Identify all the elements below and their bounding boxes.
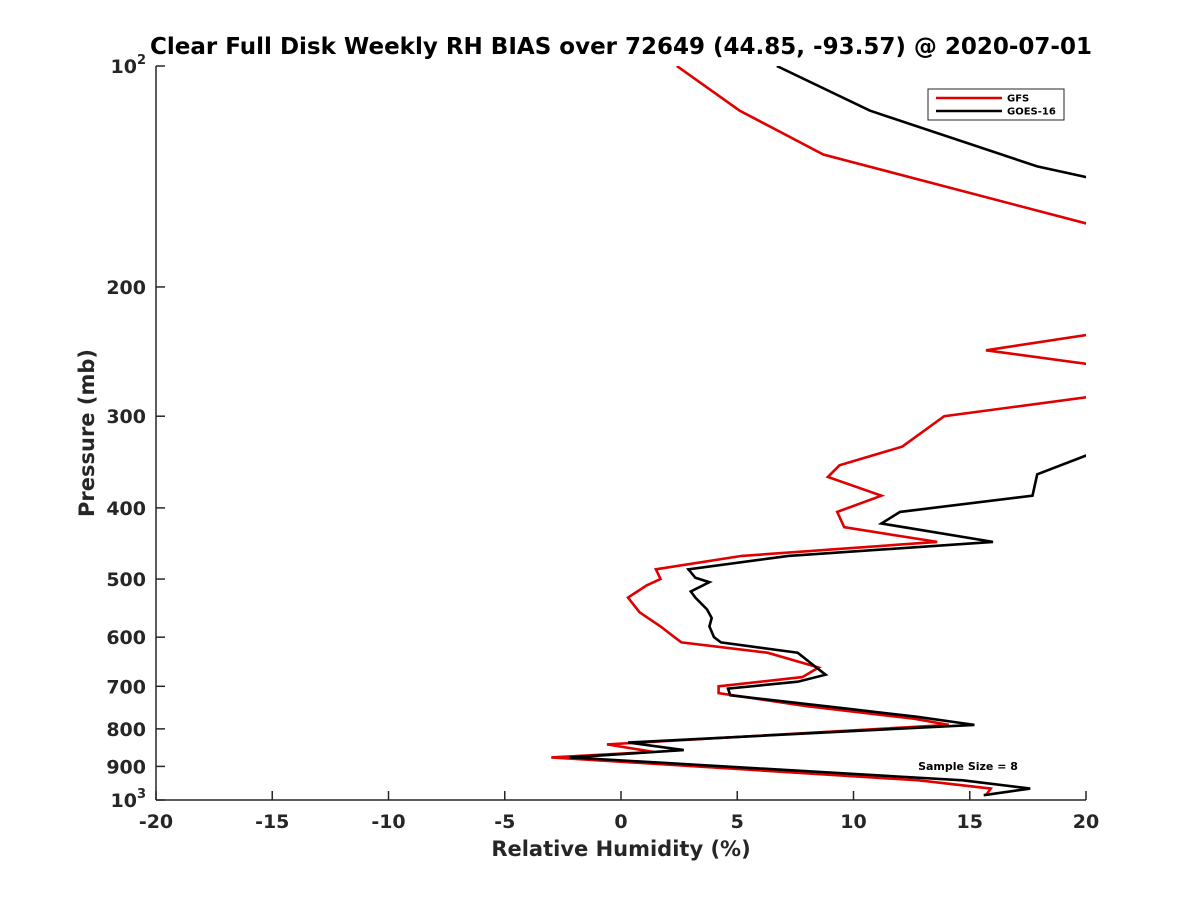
legend-label-gfs: GFS	[1007, 94, 1029, 105]
y-tick-label-exponent: 2	[137, 53, 146, 68]
y-tick-label: 200	[106, 277, 146, 299]
x-tick-label: -20	[139, 811, 173, 833]
y-tick-label: 300	[106, 406, 146, 428]
x-tick-label: 15	[957, 811, 983, 833]
y-tick-label: 400	[106, 498, 146, 520]
y-tick-label: 500	[106, 569, 146, 591]
x-tick-label: 10	[840, 811, 866, 833]
series-line-gfs	[985, 333, 1086, 366]
y-tick-label: 700	[106, 676, 146, 698]
plot-area	[156, 66, 1086, 800]
x-tick-label: 20	[1073, 811, 1099, 833]
sample-size-annotation: Sample Size = 8	[918, 760, 1018, 773]
x-tick-label: -5	[494, 811, 515, 833]
y-tick-label: 800	[106, 719, 146, 741]
x-tick-label: -15	[255, 811, 289, 833]
y-tick-label: 103	[111, 787, 147, 812]
legend-label-goes16: GOES-16	[1007, 107, 1056, 118]
x-axis-label: Relative Humidity (%)	[491, 837, 750, 861]
y-tick-label: 102	[111, 53, 147, 78]
y-tick-label-base: 10	[111, 790, 137, 812]
y-tick-label-base: 200	[106, 277, 146, 299]
x-tick-label: 0	[614, 811, 627, 833]
x-tick-label: 5	[731, 811, 744, 833]
chart-title: Clear Full Disk Weekly RH BIAS over 7264…	[150, 34, 1092, 60]
y-tick-label-base: 500	[106, 569, 146, 591]
y-tick-label-base: 700	[106, 676, 146, 698]
y-tick-label: 900	[106, 756, 146, 778]
y-tick-label-base: 400	[106, 498, 146, 520]
series-layer	[551, 66, 1086, 797]
series-line-goes16	[569, 454, 1086, 797]
series-line-goes16	[776, 66, 1086, 179]
y-tick-label-base: 800	[106, 719, 146, 741]
y-axis-label: Pressure (mb)	[75, 349, 99, 517]
x-tick-label: -10	[371, 811, 405, 833]
legend: GFS GOES-16	[927, 88, 1065, 121]
y-tick-label-base: 600	[106, 627, 146, 649]
y-tick-label-base: 300	[106, 406, 146, 428]
y-tick-label-exponent: 3	[137, 787, 146, 802]
y-tick-label-base: 900	[106, 756, 146, 778]
series-line-gfs	[676, 66, 1086, 225]
x-axis-ticks: -20 -15 -10 -5 0 5 10 15 20	[139, 791, 1099, 833]
y-tick-label-base: 10	[111, 56, 137, 78]
legend-box	[927, 88, 1065, 121]
y-tick-label: 600	[106, 627, 146, 649]
